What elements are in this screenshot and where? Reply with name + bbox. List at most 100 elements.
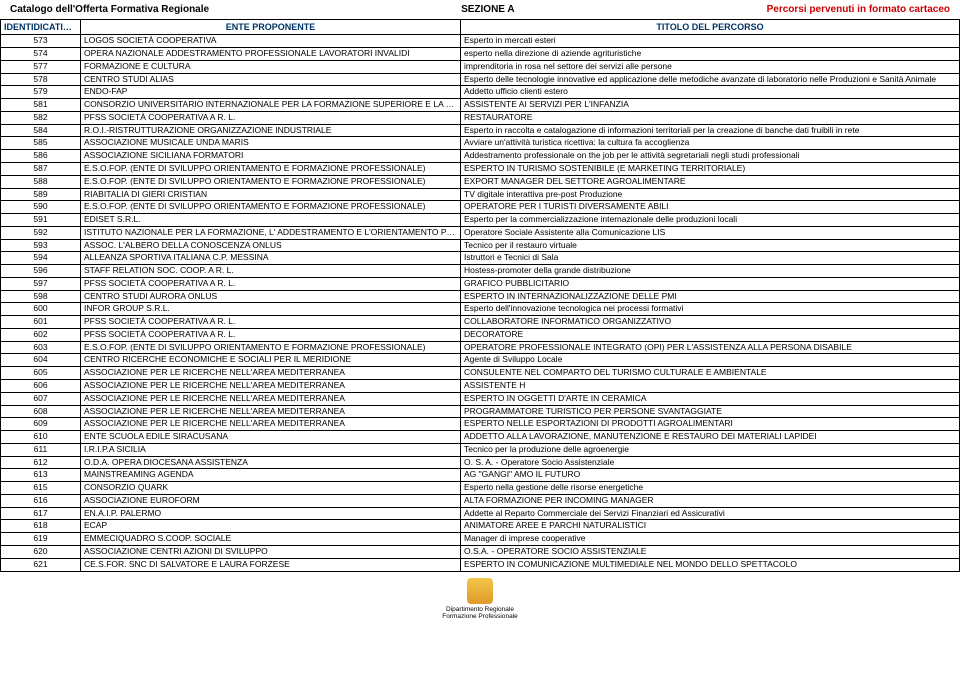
cell-titolo: esperto nella direzione di aziende agrit… bbox=[461, 48, 960, 61]
table-row: 578CENTRO STUDI ALIASEsperto delle tecno… bbox=[1, 73, 960, 86]
cell-ente: O.D.A. OPERA DIOCESANA ASSISTENZA bbox=[81, 456, 461, 469]
cell-titolo: Esperto per la commercializzazione inter… bbox=[461, 214, 960, 227]
cell-titolo: Avviare un'attività turistica ricettiva:… bbox=[461, 137, 960, 150]
cell-ente: E.S.O.FOP. (ENTE DI SVILUPPO ORIENTAMENT… bbox=[81, 163, 461, 176]
cell-titolo: AG "GANGI" AMO IL FUTURO bbox=[461, 469, 960, 482]
table-row: 605ASSOCIAZIONE PER LE RICERCHE NELL'ARE… bbox=[1, 367, 960, 380]
cell-id: 606 bbox=[1, 380, 81, 393]
cell-id: 574 bbox=[1, 48, 81, 61]
cell-id: 603 bbox=[1, 341, 81, 354]
cell-titolo: imprenditoria in rosa nel settore dei se… bbox=[461, 60, 960, 73]
cell-titolo: ADDETTO ALLA LAVORAZIONE, MANUTENZIONE E… bbox=[461, 431, 960, 444]
cell-ente: ASSOCIAZIONE PER LE RICERCHE NELL'AREA M… bbox=[81, 380, 461, 393]
cell-titolo: Esperto in mercati esteri bbox=[461, 35, 960, 48]
cell-ente: ASSOCIAZIONE EUROFORM bbox=[81, 494, 461, 507]
table-row: 586ASSOCIAZIONE SICILIANA FORMATORIAddes… bbox=[1, 150, 960, 163]
table-row: 594ALLEANZA SPORTIVA ITALIANA C.P. MESSI… bbox=[1, 252, 960, 265]
cell-titolo: CONSULENTE NEL COMPARTO DEL TURISMO CULT… bbox=[461, 367, 960, 380]
table-row: 587E.S.O.FOP. (ENTE DI SVILUPPO ORIENTAM… bbox=[1, 163, 960, 176]
cell-id: 584 bbox=[1, 124, 81, 137]
cell-ente: MAINSTREAMING AGENDA bbox=[81, 469, 461, 482]
cell-id: 600 bbox=[1, 303, 81, 316]
cell-id: 615 bbox=[1, 482, 81, 495]
cell-id: 620 bbox=[1, 545, 81, 558]
cell-ente: ISTITUTO NAZIONALE PER LA FORMAZIONE, L'… bbox=[81, 226, 461, 239]
cell-id: 589 bbox=[1, 188, 81, 201]
cell-titolo: Operatore Sociale Assistente alla Comuni… bbox=[461, 226, 960, 239]
cell-id: 601 bbox=[1, 316, 81, 329]
cell-titolo: ESPERTO NELLE ESPORTAZIONI DI PRODOTTI A… bbox=[461, 418, 960, 431]
cell-id: 609 bbox=[1, 418, 81, 431]
cell-titolo: ESPERTO IN COMUNICAZIONE MULTIMEDIALE NE… bbox=[461, 558, 960, 571]
header-left: Catalogo dell'Offerta Formativa Regional… bbox=[10, 4, 209, 15]
col-header-ente: ENTE PROPONENTE bbox=[81, 20, 461, 35]
cell-id: 612 bbox=[1, 456, 81, 469]
cell-ente: EN.A.I.P. PALERMO bbox=[81, 507, 461, 520]
table-row: 573LOGOS SOCIETÀ COOPERATIVAEsperto in m… bbox=[1, 35, 960, 48]
cell-id: 590 bbox=[1, 201, 81, 214]
table-row: 621CE.S.FOR. SNC DI SALVATORE E LAURA FO… bbox=[1, 558, 960, 571]
cell-ente: ASSOCIAZIONE PER LE RICERCHE NELL'AREA M… bbox=[81, 367, 461, 380]
cell-ente: ECAP bbox=[81, 520, 461, 533]
cell-id: 594 bbox=[1, 252, 81, 265]
table-row: 574OPERA NAZIONALE ADDESTRAMENTO PROFESS… bbox=[1, 48, 960, 61]
cell-id: 610 bbox=[1, 431, 81, 444]
page-footer: Dipartimento Regionale Formazione Profes… bbox=[0, 578, 960, 622]
cell-titolo: Istruttori e Tecnici di Sala bbox=[461, 252, 960, 265]
cell-id: 598 bbox=[1, 290, 81, 303]
cell-ente: PFSS SOCIETÀ COOPERATIVA A R. L. bbox=[81, 316, 461, 329]
header-right: Percorsi pervenuti in formato cartaceo bbox=[767, 4, 950, 15]
table-row: 608ASSOCIAZIONE PER LE RICERCHE NELL'ARE… bbox=[1, 405, 960, 418]
cell-titolo: Esperto dell'innovazione tecnologica nei… bbox=[461, 303, 960, 316]
cell-id: 587 bbox=[1, 163, 81, 176]
col-header-id: IDENTIDICATIVO SCHEDA bbox=[1, 20, 81, 35]
cell-ente: ASSOCIAZIONE MUSICALE UNDA MARIS bbox=[81, 137, 461, 150]
cell-id: 611 bbox=[1, 443, 81, 456]
table-row: 612O.D.A. OPERA DIOCESANA ASSISTENZAO. S… bbox=[1, 456, 960, 469]
cell-titolo: Hostess-promoter della grande distribuzi… bbox=[461, 265, 960, 278]
cell-id: 621 bbox=[1, 558, 81, 571]
table-row: 577FORMAZIONE E CULTURAimprenditoria in … bbox=[1, 60, 960, 73]
cell-ente: CENTRO STUDI ALIAS bbox=[81, 73, 461, 86]
table-row: 591EDISET S.R.L.Esperto per la commercia… bbox=[1, 214, 960, 227]
table-row: 618ECAPANIMATORE AREE E PARCHI NATURALIS… bbox=[1, 520, 960, 533]
cell-ente: FORMAZIONE E CULTURA bbox=[81, 60, 461, 73]
cell-ente: PFSS SOCIETÀ COOPERATIVA A R. L. bbox=[81, 277, 461, 290]
cell-id: 616 bbox=[1, 494, 81, 507]
cell-ente: E.S.O.FOP. (ENTE DI SVILUPPO ORIENTAMENT… bbox=[81, 341, 461, 354]
cell-ente: EDISET S.R.L. bbox=[81, 214, 461, 227]
cell-ente: ENDO-FAP bbox=[81, 86, 461, 99]
cell-ente: ASSOC. L'ALBERO DELLA CONOSCENZA ONLUS bbox=[81, 239, 461, 252]
cell-titolo: DECORATORE bbox=[461, 328, 960, 341]
cell-id: 605 bbox=[1, 367, 81, 380]
cell-titolo: COLLABORATORE INFORMATICO ORGANIZZATIVO bbox=[461, 316, 960, 329]
table-row: 603E.S.O.FOP. (ENTE DI SVILUPPO ORIENTAM… bbox=[1, 341, 960, 354]
table-row: 584R.O.I.-RISTRUTTURAZIONE ORGANIZZAZION… bbox=[1, 124, 960, 137]
table-row: 609ASSOCIAZIONE PER LE RICERCHE NELL'ARE… bbox=[1, 418, 960, 431]
cell-ente: CENTRO STUDI AURORA ONLUS bbox=[81, 290, 461, 303]
cell-ente: CE.S.FOR. SNC DI SALVATORE E LAURA FORZE… bbox=[81, 558, 461, 571]
cell-id: 618 bbox=[1, 520, 81, 533]
cell-ente: STAFF RELATION SOC. COOP. A R. L. bbox=[81, 265, 461, 278]
cell-titolo: Tecnico per la produzione delle agroener… bbox=[461, 443, 960, 456]
table-row: 596STAFF RELATION SOC. COOP. A R. L.Host… bbox=[1, 265, 960, 278]
table-row: 613MAINSTREAMING AGENDAAG "GANGI" AMO IL… bbox=[1, 469, 960, 482]
cell-titolo: ASSISTENTE H bbox=[461, 380, 960, 393]
table-row: 579ENDO-FAPAddetto ufficio clienti ester… bbox=[1, 86, 960, 99]
footer-line2: Formazione Professionale bbox=[0, 614, 960, 621]
cell-titolo: ESPERTO IN OGGETTI D'ARTE IN CERAMICA bbox=[461, 392, 960, 405]
table-row: 617EN.A.I.P. PALERMOAddette al Reparto C… bbox=[1, 507, 960, 520]
cell-titolo: Esperto nella gestione delle risorse ene… bbox=[461, 482, 960, 495]
table-header-row: IDENTIDICATIVO SCHEDA ENTE PROPONENTE TI… bbox=[1, 20, 960, 35]
table-row: 585ASSOCIAZIONE MUSICALE UNDA MARISAvvia… bbox=[1, 137, 960, 150]
cell-titolo: TV digitale interattiva pre-post Produzi… bbox=[461, 188, 960, 201]
cell-id: 613 bbox=[1, 469, 81, 482]
cell-id: 588 bbox=[1, 175, 81, 188]
table-row: 598CENTRO STUDI AURORA ONLUSESPERTO IN I… bbox=[1, 290, 960, 303]
cell-ente: ASSOCIAZIONE PER LE RICERCHE NELL'AREA M… bbox=[81, 405, 461, 418]
cell-id: 608 bbox=[1, 405, 81, 418]
cell-titolo: OPERATORE PER I TURISTI DIVERSAMENTE ABI… bbox=[461, 201, 960, 214]
table-row: 615CONSORZIO QUARKEsperto nella gestione… bbox=[1, 482, 960, 495]
cell-ente: ASSOCIAZIONE SICILIANA FORMATORI bbox=[81, 150, 461, 163]
cell-titolo: Addestramento professionale on the job p… bbox=[461, 150, 960, 163]
